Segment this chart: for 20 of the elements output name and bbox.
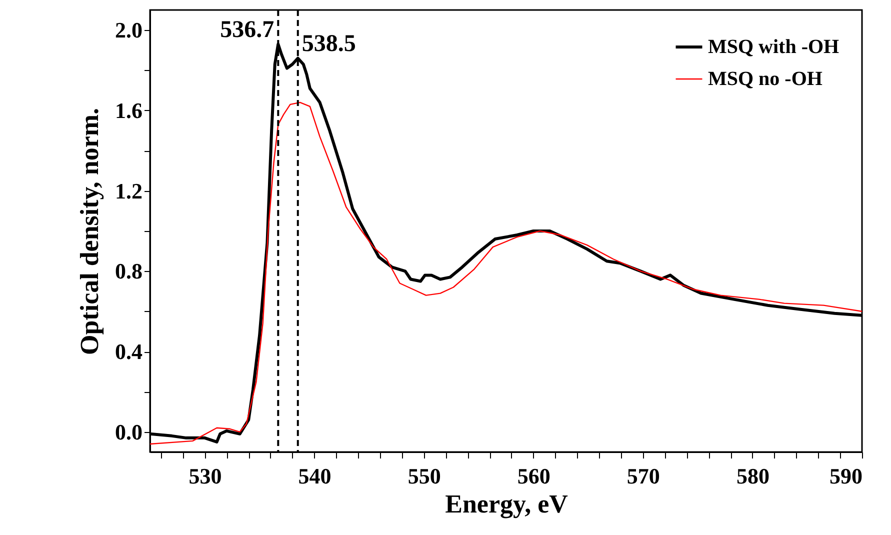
x-tick-label: 540: [298, 464, 332, 488]
x-axis-title: Energy, eV: [445, 490, 568, 518]
y-axis-title: Optical density, norm.: [75, 108, 104, 356]
x-tick-label: 590: [830, 464, 862, 488]
annotation: 538.5: [302, 31, 356, 58]
annotation: 536.7: [220, 17, 274, 44]
y-tick-label: 0.8: [115, 258, 142, 284]
x-tick-label: 560: [517, 464, 550, 488]
line-series: [150, 102, 862, 445]
legend-label: MSQ no -OH: [708, 68, 823, 90]
y-tick-label: 2.0: [115, 18, 142, 43]
y-tick-label: 1.2: [115, 178, 142, 204]
x-tick-label: 580: [736, 464, 770, 488]
legend-label: MSQ with -OH: [708, 36, 840, 58]
y-tick-label: 0.0: [115, 419, 142, 444]
x-tick-label: 530: [188, 464, 222, 488]
x-tick-label: 550: [408, 464, 441, 488]
y-tick-label: 0.4: [115, 339, 142, 364]
y-tick-label: 1.6: [115, 98, 142, 123]
x-tick-label: 570: [626, 464, 660, 488]
